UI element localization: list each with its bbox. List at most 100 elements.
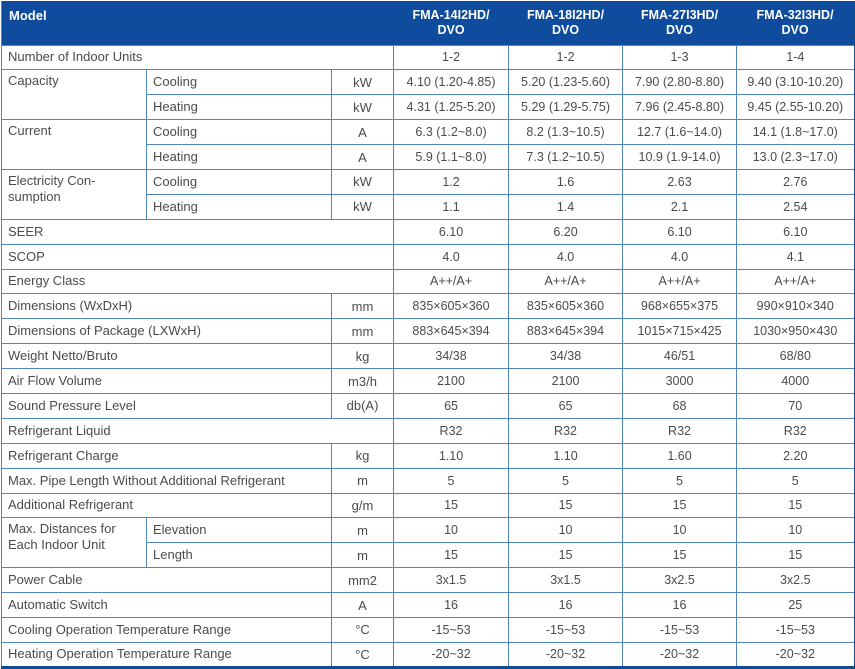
row-unit: mm <box>330 318 395 345</box>
cell-value: 13.0 (2.3~17.0) <box>736 144 855 170</box>
cell-value: R32 <box>508 417 624 444</box>
table-row-scop: SCOP 4.0 4.0 4.0 4.1 <box>0 243 855 270</box>
row-group-label: Capacity <box>1 69 147 121</box>
cell-value: 4.0 <box>622 243 738 270</box>
cell-value: 1-2 <box>393 44 510 71</box>
table-row-refrigerant-liquid: Refrigerant Liquid R32 R32 R32 R32 <box>0 417 855 444</box>
row-unit: mm <box>330 293 395 320</box>
row-sub-label: Elevation <box>146 517 332 544</box>
cell-value: 2.20 <box>736 442 855 469</box>
cell-value: 5 <box>508 467 624 494</box>
model-column-header: Model <box>1 1 394 45</box>
cell-value: 3x2.5 <box>736 567 855 594</box>
cell-value: 34/38 <box>508 343 624 370</box>
header-row: Model FMA-14I2HD/ DVO FMA-18I2HD/ DVO FM… <box>1 1 855 45</box>
model-name-line1: FMA-14I2HD/ <box>412 7 490 22</box>
cell-value: 5 <box>393 467 510 494</box>
cell-value: A++/A+ <box>622 268 738 295</box>
row-unit: m <box>330 467 395 494</box>
cell-value: 6.10 <box>622 218 738 245</box>
cell-value: 1.2 <box>393 168 510 195</box>
model-name-line1: FMA-18I2HD/ <box>526 7 605 22</box>
row-label: Heating Operation Temperature Range <box>1 641 332 668</box>
row-label: Cooling Operation Temperature Range <box>1 616 332 643</box>
row-unit: kg <box>330 442 395 469</box>
table-row-capacity-heating: Heating kW 4.31 (1.25-5.20) 5.29 (1.29-5… <box>2 94 855 121</box>
cell-value: 70 <box>736 392 855 419</box>
cell-value: 8.2 (1.3~10.5) <box>508 119 624 146</box>
table-row-capacity-cooling: Capacity Cooling kW 4.10 (1.20-4.85) 5.2… <box>1 69 855 121</box>
cell-value: 10 <box>622 517 738 544</box>
cell-value: 10 <box>736 517 855 544</box>
cell-value: 835×605×360 <box>508 293 624 320</box>
table-body: Number of Indoor Units 1-2 1-2 1-3 1-4 C… <box>0 44 855 668</box>
row-unit: A <box>330 119 395 146</box>
cell-value: A++/A+ <box>508 268 624 295</box>
cell-value: R32 <box>736 417 855 444</box>
cell-value: -20~32 <box>508 641 624 668</box>
row-sub-label: Heating <box>146 144 332 170</box>
cell-value: 7.3 (1.2~10.5) <box>508 144 624 170</box>
table-row-heating-temp-range: Heating Operation Temperature Range °C -… <box>1 641 855 668</box>
cell-value: 10 <box>508 517 624 544</box>
cell-value: 46/51 <box>622 343 738 370</box>
cell-value: -20~32 <box>393 641 510 668</box>
row-unit: kg <box>330 343 395 370</box>
cell-value: 15 <box>508 542 624 569</box>
cell-value: 65 <box>393 392 510 419</box>
cell-value: 6.10 <box>393 218 510 245</box>
table-row-sound-pressure: Sound Pressure Level db(A) 65 65 68 70 <box>1 392 855 419</box>
row-sub-label: Heating <box>146 193 332 220</box>
row-sub-label: Heating <box>146 94 332 121</box>
model-name-1: FMA-14I2HD/ DVO <box>393 1 509 45</box>
row-label: Additional Refrigerant <box>1 492 332 519</box>
cell-value: 883×645×394 <box>508 318 624 345</box>
cell-value: -20~32 <box>622 641 738 668</box>
row-unit: db(A) <box>330 392 395 419</box>
row-label: Automatic Switch <box>1 592 332 618</box>
cell-value: 4000 <box>736 368 855 394</box>
cell-value: 15 <box>736 492 855 519</box>
row-label: Energy Class <box>0 268 395 295</box>
model-name-line2: DVO <box>437 22 465 37</box>
cell-value: 5.29 (1.29-5.75) <box>508 94 624 121</box>
row-label: Air Flow Volume <box>1 368 332 394</box>
row-sub-label: Cooling <box>146 168 332 195</box>
cell-value: 16 <box>508 592 624 618</box>
row-unit: m3/h <box>330 368 395 394</box>
cell-value: 5 <box>736 467 855 494</box>
cell-value: 968×655×375 <box>622 293 738 320</box>
cell-value: 1.1 <box>393 193 510 220</box>
table-row-refrigerant-charge: Refrigerant Charge kg 1.10 1.10 1.60 2.2… <box>1 442 855 469</box>
cell-value: 1.10 <box>508 442 624 469</box>
row-unit: m <box>330 517 395 544</box>
row-label: Dimensions of Package (LXWxH) <box>1 318 332 345</box>
cell-value: 4.0 <box>393 243 510 270</box>
row-unit: kW <box>330 94 395 121</box>
cell-value: 3x1.5 <box>393 567 510 594</box>
cell-value: 4.1 <box>736 243 855 270</box>
cell-value: 990×910×340 <box>736 293 855 320</box>
model-name-line2: DVO <box>781 22 809 37</box>
table-row-electricity-cooling: Electricity Con-sumption Cooling kW 1.2 … <box>1 168 855 220</box>
row-label: Weight Netto/Bruto <box>1 343 332 370</box>
cell-value: 6.3 (1.2~8.0) <box>393 119 510 146</box>
table-header: Model FMA-14I2HD/ DVO FMA-18I2HD/ DVO FM… <box>1 1 855 45</box>
cell-value: 9.40 (3.10-10.20) <box>736 69 855 96</box>
table-row-weight: Weight Netto/Bruto kg 34/38 34/38 46/51 … <box>1 343 855 370</box>
cell-value: 4.0 <box>508 243 624 270</box>
cell-value: 1.6 <box>508 168 624 195</box>
row-unit: g/m <box>330 492 395 519</box>
cell-value: 7.90 (2.80-8.80) <box>622 69 738 96</box>
cell-value: 6.20 <box>508 218 624 245</box>
row-unit: °C <box>330 616 395 643</box>
model-name-line2: DVO <box>665 22 694 37</box>
row-sub-label: Length <box>146 542 332 569</box>
row-label: Dimensions (WxDxH) <box>1 293 332 320</box>
cell-value: A++/A+ <box>393 268 510 295</box>
cell-value: -15~53 <box>508 616 624 643</box>
table-row-additional-refrigerant: Additional Refrigerant g/m 15 15 15 15 <box>1 492 855 519</box>
row-label: SEER <box>0 218 395 245</box>
cell-value: -15~53 <box>736 616 855 643</box>
cell-value: R32 <box>622 417 738 444</box>
